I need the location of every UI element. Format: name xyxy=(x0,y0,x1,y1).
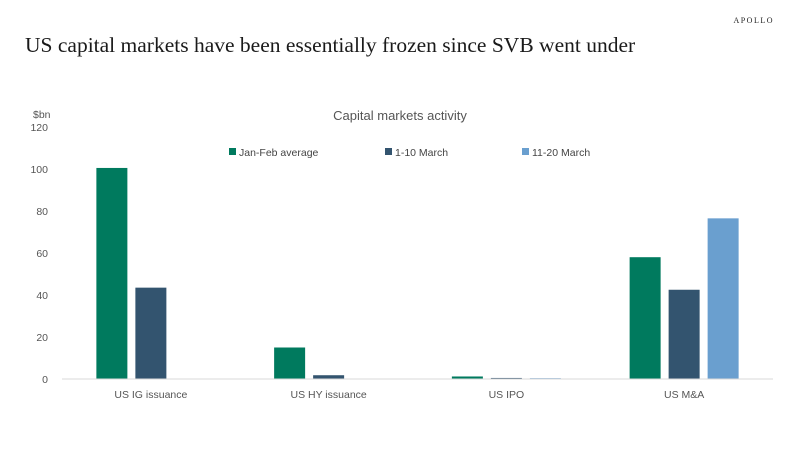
bar-4-1 xyxy=(629,257,661,379)
legend-swatch xyxy=(385,148,392,155)
y-tick-label: 40 xyxy=(36,290,48,302)
x-tick-label: US HY issuance xyxy=(290,389,366,401)
chart-legend: Jan-Feb average 1-10 March 11-20 March xyxy=(229,147,590,159)
y-axis-unit-label: $bn xyxy=(33,109,51,121)
legend-label: 11-20 March xyxy=(532,147,590,159)
y-tick-label: 100 xyxy=(30,164,48,176)
legend-label: 1-10 March xyxy=(395,147,448,159)
chart-title: Capital markets activity xyxy=(333,108,467,123)
bar-marks xyxy=(96,167,739,379)
page-headline: US capital markets have been essentially… xyxy=(25,33,636,57)
bar-1-1 xyxy=(96,167,128,379)
y-axis-ticks: 0 20 40 60 80 100 120 xyxy=(30,122,48,386)
x-axis-labels: US IG issuance US HY issuance US IPO US M&A xyxy=(114,389,704,401)
bar-4-2 xyxy=(668,289,700,379)
bar-2-1 xyxy=(274,347,306,379)
y-tick-label: 60 xyxy=(36,248,48,260)
legend-label: Jan-Feb average xyxy=(239,147,319,159)
x-tick-label: US M&A xyxy=(664,389,704,401)
bar-1-2 xyxy=(135,287,167,379)
y-tick-label: 120 xyxy=(30,122,48,134)
bar-2-2 xyxy=(313,375,345,379)
bar-3-1 xyxy=(451,376,483,379)
y-tick-label: 0 xyxy=(42,374,48,386)
legend-swatch xyxy=(522,148,529,155)
brand-logo: APOLLO xyxy=(733,16,774,25)
bar-3-2 xyxy=(490,377,522,379)
legend-swatch xyxy=(229,148,236,155)
x-tick-label: US IPO xyxy=(489,389,525,401)
bar-4-3 xyxy=(707,218,739,379)
x-tick-label: US IG issuance xyxy=(114,389,187,401)
y-tick-label: 80 xyxy=(36,206,48,218)
y-tick-label: 20 xyxy=(36,332,48,344)
